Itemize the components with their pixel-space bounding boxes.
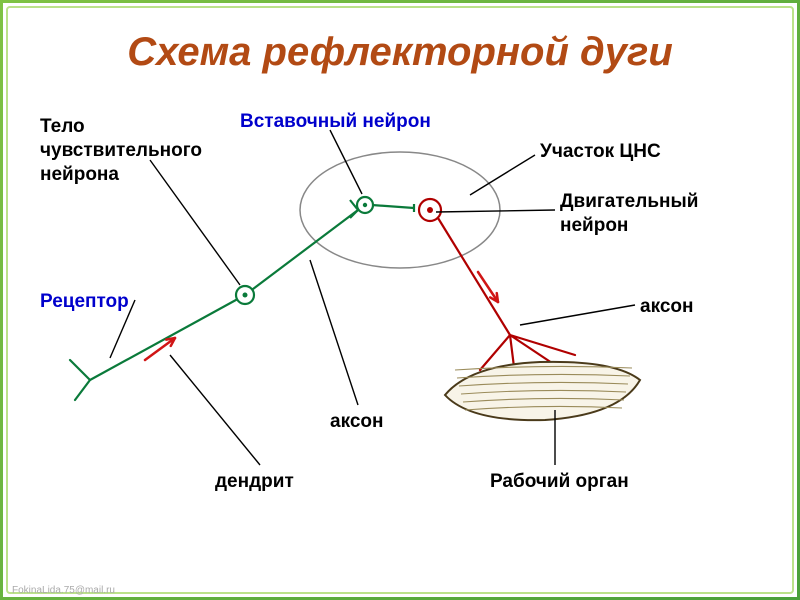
label-motor-neuron: Двигательный нейрон xyxy=(560,190,698,238)
label-axon-right: аксон xyxy=(640,295,693,319)
label-receptor: Рецептор xyxy=(40,290,129,314)
label-axon-mid: аксон xyxy=(330,410,383,434)
label-cns-region: Участок ЦНС xyxy=(540,140,661,164)
label-effector: Рабочий орган xyxy=(490,470,629,494)
label-interneuron: Вставочный нейрон xyxy=(240,110,431,134)
watermark: FokinaLida.75@mail.ru xyxy=(12,585,115,596)
page-title: Схема рефлекторной дуги xyxy=(0,30,800,75)
reflex-arc-diagram: Вставочный нейрон Тело чувствительного н… xyxy=(0,100,800,560)
label-dendrite: дендрит xyxy=(215,470,294,494)
label-sensory-body: Тело чувствительного нейрона xyxy=(40,115,202,186)
